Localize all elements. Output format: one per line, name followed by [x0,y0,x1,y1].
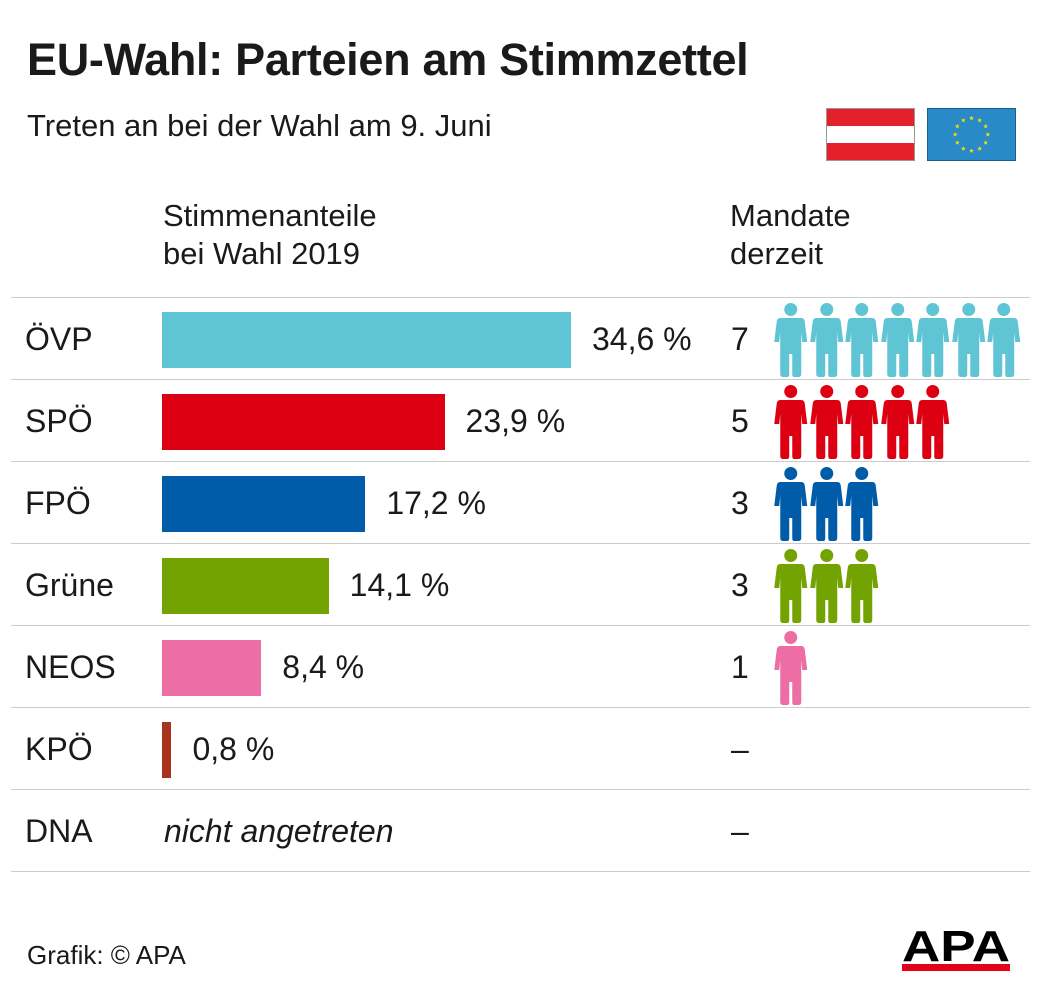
eu-flag-icon [927,108,1016,161]
seats-pictogram [773,384,951,460]
party-row: SPÖ 23,9 % 5 [11,379,1030,461]
party-row: DNA nicht angetreten – [11,789,1030,872]
vote-bar [162,558,329,614]
seats-header-line1: Mandate [730,198,851,233]
chart-title: EU-Wahl: Parteien am Stimmzettel [27,34,749,85]
eu-star-icon [969,115,974,121]
person-icon [774,631,808,705]
seats-value-label: 7 [731,321,749,357]
votes-column-header: Stimmenanteile bei Wahl 2019 [163,197,377,273]
chart-rows: ÖVP 34,6 % 7 SPÖ 23,9 % 5 FPÖ 17,2 % 3 G… [11,297,1030,872]
party-label: ÖVP [25,321,93,357]
party-label: DNA [25,813,93,849]
eu-star-icon [983,123,989,129]
party-label: NEOS [25,649,116,685]
party-row: ÖVP 34,6 % 7 [11,297,1030,379]
eu-star-icon [954,123,960,129]
eu-star-icon [969,148,974,153]
person-icon [951,303,985,377]
eu-star-icon [985,131,991,137]
eu-star-icon [960,117,966,123]
person-icon [774,303,808,377]
seats-pictogram [773,466,880,542]
apa-logo-text: APA [902,926,1010,971]
party-row: FPÖ 17,2 % 3 [11,461,1030,543]
person-icon [809,467,843,541]
eu-star-icon [952,131,958,137]
vote-value-label: 23,9 % [465,403,566,439]
vote-bar [162,394,445,450]
party-row: NEOS 8,4 % 1 [11,625,1030,707]
party-row: Grüne 14,1 % 3 [11,543,1030,625]
person-icon [774,549,808,623]
vote-value-label: 34,6 % [592,321,692,357]
eu-star-icon [954,140,960,145]
vote-bar [162,476,366,532]
vote-value-label: 14,1 % [349,567,450,603]
seats-value-label: 3 [731,485,749,521]
person-icon [880,385,914,459]
seats-value-label: 3 [731,567,749,603]
person-icon [880,303,914,377]
party-label: KPÖ [25,731,93,767]
seats-pictogram [773,302,1022,378]
person-icon [916,303,950,377]
party-row: KPÖ 0,8 % – [11,707,1030,789]
eu-star-icon [983,140,989,145]
austria-flag-icon [826,108,915,161]
person-icon [845,303,879,377]
votes-header-line1: Stimmenanteile [163,198,377,233]
party-label: SPÖ [25,403,93,439]
person-icon [845,467,879,541]
person-icon [987,303,1021,377]
seats-value-label: 5 [731,403,749,439]
eu-star-icon [977,146,983,151]
source-credit: Grafik: © APA [27,940,186,970]
apa-logo-stripe [902,964,1010,971]
vote-value-label: 17,2 % [386,485,486,521]
not-participated-label: nicht angetreten [164,813,394,849]
apa-logo: APA [902,926,1010,971]
eu-star-icon [977,117,983,123]
seats-value-label: – [731,731,749,767]
seats-column-header: Mandate derzeit [730,197,851,273]
person-icon [774,385,808,459]
person-icon [809,303,843,377]
vote-bar [162,312,571,368]
vote-bar [162,722,172,778]
seats-value-label: 1 [731,649,749,685]
votes-header-line2: bei Wahl 2019 [163,236,361,271]
seats-pictogram [773,548,880,624]
seats-pictogram [773,630,809,706]
person-icon [809,549,843,623]
vote-value-label: 8,4 % [282,649,365,685]
chart-subtitle: Treten an bei der Wahl am 9. Juni [27,108,492,143]
party-label: FPÖ [25,485,91,521]
vote-bar [162,640,262,696]
seats-value-label: – [731,813,749,849]
vote-value-label: 0,8 % [192,731,275,767]
party-label: Grüne [25,567,114,603]
person-icon [845,385,879,459]
person-icon [845,549,879,623]
person-icon [916,385,950,459]
eu-star-icon [960,146,966,151]
person-icon [809,385,843,459]
person-icon [774,467,808,541]
seats-header-line2: derzeit [730,236,824,271]
